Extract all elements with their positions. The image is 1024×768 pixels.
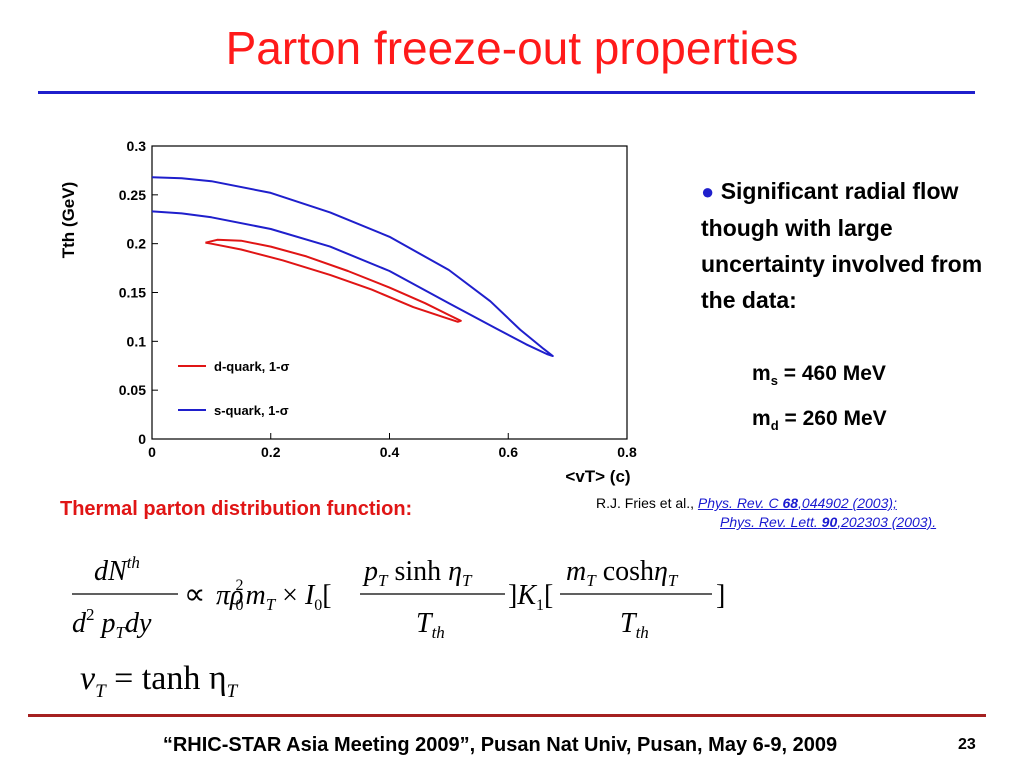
svg-text:mT coshηT: mT coshηT — [566, 556, 679, 590]
y-tick-label: 0.05 — [119, 382, 146, 398]
slide-title: Parton freeze-out properties — [225, 22, 799, 74]
freeze-out-chart: 0 0.2 0.4 0.6 0.8 0 0.05 0.1 0.15 0.2 0.25 0.3 <vT>… — [59, 138, 637, 486]
svg-text:Tth: Tth — [416, 608, 445, 642]
x-tick-label: 0.4 — [380, 444, 400, 460]
bullet-text: Significant radial flow though with larg… — [701, 178, 983, 313]
svg-text:∝: ∝ — [184, 578, 205, 611]
y-axis-label: Tth (GeV) — [59, 182, 78, 259]
distribution-equation: dNth d2 pTdy ∝ πρ2 0mT × I0[ pT sinh ηT T… — [72, 553, 725, 642]
contour-curves — [151, 176, 554, 357]
y-tick-label: 0 — [138, 431, 146, 447]
svg-text:]K1[: ]K1[ — [508, 580, 553, 614]
bullet-dot-icon: ● — [701, 179, 715, 204]
y-tick-label: 0.25 — [119, 187, 146, 203]
legend: d-quark, 1-σ s-quark, 1-σ — [178, 359, 289, 418]
y-tick-label: 0.15 — [119, 285, 146, 301]
svg-text:dNth: dNth — [94, 553, 140, 587]
eq-lhs-sub: T — [95, 680, 106, 702]
mass-symbol: m — [752, 362, 771, 385]
page-number: 23 — [958, 736, 976, 753]
footer-text: “RHIC-STAR Asia Meeting 2009”, Pusan Nat… — [162, 734, 838, 756]
legend-label-d-quark: d-quark, 1-σ — [214, 359, 289, 374]
ref-link-prl[interactable]: Phys. Rev. Lett. 90,202303 (2003). — [720, 514, 937, 530]
svg-text:d2 pTdy: d2 pTdy — [72, 605, 152, 642]
mass-value: = 460 MeV — [783, 362, 886, 385]
x-tick-label: 0.6 — [499, 444, 519, 460]
footer-divider — [28, 714, 986, 717]
ref-authors: R.J. Fries et al., — [596, 495, 695, 511]
x-tick-label: 0 — [148, 444, 156, 460]
x-tick-label: 0.8 — [617, 444, 637, 460]
ref-link-prc[interactable]: Phys. Rev. C 68,044902 (2003); — [697, 495, 897, 511]
thermal-distribution-label: Thermal parton distribution function: — [60, 498, 413, 520]
reference: R.J. Fries et al., Phys. Rev. C 68,04490… — [596, 494, 936, 532]
y-tick-label: 0.2 — [127, 236, 147, 252]
x-tick-label: 0.2 — [261, 444, 281, 460]
s-quark-contour — [151, 176, 554, 357]
svg-text:pT sinh ηT: pT sinh ηT — [362, 556, 473, 590]
eq-rhs: = tanh η — [114, 660, 227, 697]
axis-ticks: 0 0.2 0.4 0.6 0.8 0 0.05 0.1 0.15 0.2 0.25 0.3 — [119, 138, 637, 460]
mass-value: = 260 MeV — [784, 407, 887, 430]
svg-text:Tth: Tth — [620, 608, 649, 642]
svg-text:]: ] — [716, 580, 725, 611]
d-quark-contour — [205, 238, 462, 323]
velocity-equation: vT = tanh ηT — [80, 660, 237, 703]
down-mass: md = 260 MeV — [752, 407, 887, 433]
x-axis-label: <vT> (c) — [565, 467, 630, 486]
y-tick-label: 0.1 — [127, 333, 147, 349]
title-divider — [38, 91, 975, 94]
mass-symbol: m — [752, 407, 771, 430]
eq-lhs-var: v — [80, 660, 96, 697]
strange-mass: ms = 460 MeV — [752, 362, 886, 388]
y-tick-label: 0.3 — [127, 138, 147, 154]
legend-label-s-quark: s-quark, 1-σ — [214, 403, 289, 418]
plot-frame — [151, 145, 628, 440]
bullet-point: ● Significant radial flow though with la… — [701, 173, 1001, 318]
mass-subscript: s — [770, 373, 778, 389]
mass-subscript: d — [770, 418, 779, 434]
eq-rhs-sub: T — [226, 680, 238, 702]
